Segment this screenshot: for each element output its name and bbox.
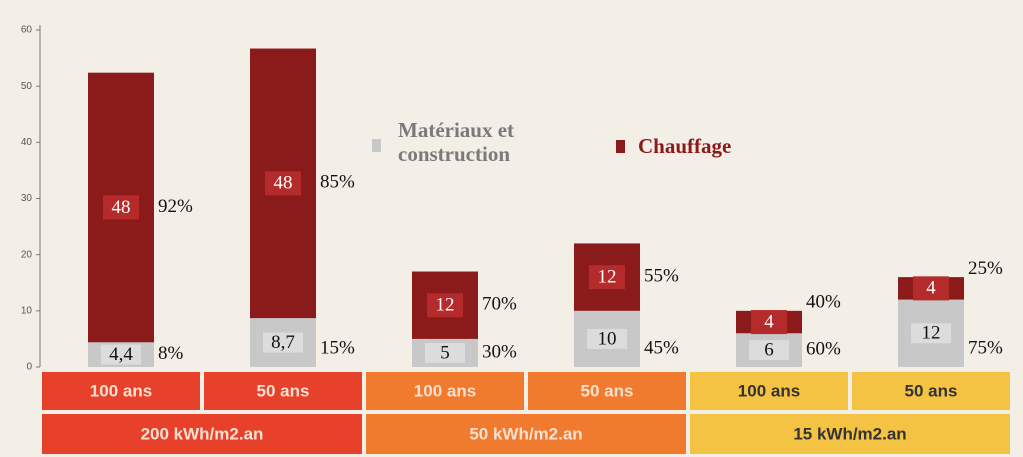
label-box xyxy=(263,332,303,353)
legend-swatch xyxy=(616,140,625,153)
category-cell xyxy=(528,372,686,410)
data-label: 12 xyxy=(922,323,941,344)
group-label: 15 kWh/m2.an xyxy=(793,424,906,443)
category-cell xyxy=(204,372,362,410)
label-box xyxy=(749,340,789,361)
data-label: 4 xyxy=(764,311,774,332)
data-label: 12 xyxy=(598,266,617,287)
y-tick-label: 0 xyxy=(26,362,32,373)
data-label: 8,7 xyxy=(271,332,295,353)
share-label: 55% xyxy=(644,265,679,286)
group-label: 200 kWh/m2.an xyxy=(141,424,264,443)
label-box xyxy=(589,265,625,290)
x-tick-label: 50 ans xyxy=(905,381,958,400)
data-label: 10 xyxy=(598,328,617,349)
label-box xyxy=(911,323,951,344)
category-cell xyxy=(690,372,848,410)
label-box xyxy=(427,293,463,318)
label-box xyxy=(103,195,139,220)
y-tick-label: 50 xyxy=(21,81,33,92)
share-label: 8% xyxy=(158,343,184,364)
label-box xyxy=(265,171,301,196)
share-label: 25% xyxy=(968,258,1003,279)
y-tick-label: 30 xyxy=(21,193,33,204)
data-label: 5 xyxy=(440,342,450,363)
label-box xyxy=(751,310,787,335)
share-label: 75% xyxy=(968,337,1003,358)
data-label: 12 xyxy=(436,295,455,316)
category-cell xyxy=(366,372,524,410)
group-label: 50 kWh/m2.an xyxy=(469,424,582,443)
share-label: 30% xyxy=(482,341,517,362)
label-box xyxy=(913,276,949,301)
share-label: 45% xyxy=(644,337,679,358)
x-tick-label: 100 ans xyxy=(738,381,800,400)
data-label: 48 xyxy=(274,173,293,194)
group-cell xyxy=(42,414,362,454)
data-label: 6 xyxy=(764,340,774,361)
group-cell xyxy=(690,414,1010,454)
category-cell xyxy=(42,372,200,410)
data-label: 4,4 xyxy=(109,344,133,365)
data-label: 48 xyxy=(112,197,131,218)
share-label: 60% xyxy=(806,339,841,360)
y-tick-label: 20 xyxy=(21,249,33,260)
share-label: 85% xyxy=(320,172,355,193)
x-tick-label: 100 ans xyxy=(90,381,152,400)
label-box xyxy=(587,328,627,349)
y-tick-label: 40 xyxy=(21,137,33,148)
x-tick-label: 50 ans xyxy=(257,381,310,400)
legend-label: Matériaux et construction xyxy=(398,118,515,166)
category-cell xyxy=(852,372,1010,410)
data-label: 4 xyxy=(926,278,936,299)
x-tick-label: 50 ans xyxy=(581,381,634,400)
legend-label: Chauffage xyxy=(638,134,732,158)
share-label: 40% xyxy=(806,292,841,313)
label-box xyxy=(101,344,141,365)
share-label: 92% xyxy=(158,196,193,217)
share-label: 70% xyxy=(482,294,517,315)
share-label: 15% xyxy=(320,337,355,358)
label-box xyxy=(425,342,465,363)
y-tick-label: 10 xyxy=(21,305,33,316)
group-cell xyxy=(366,414,686,454)
x-tick-label: 100 ans xyxy=(414,381,476,400)
y-tick-label: 60 xyxy=(21,25,33,36)
legend-swatch xyxy=(372,139,381,152)
